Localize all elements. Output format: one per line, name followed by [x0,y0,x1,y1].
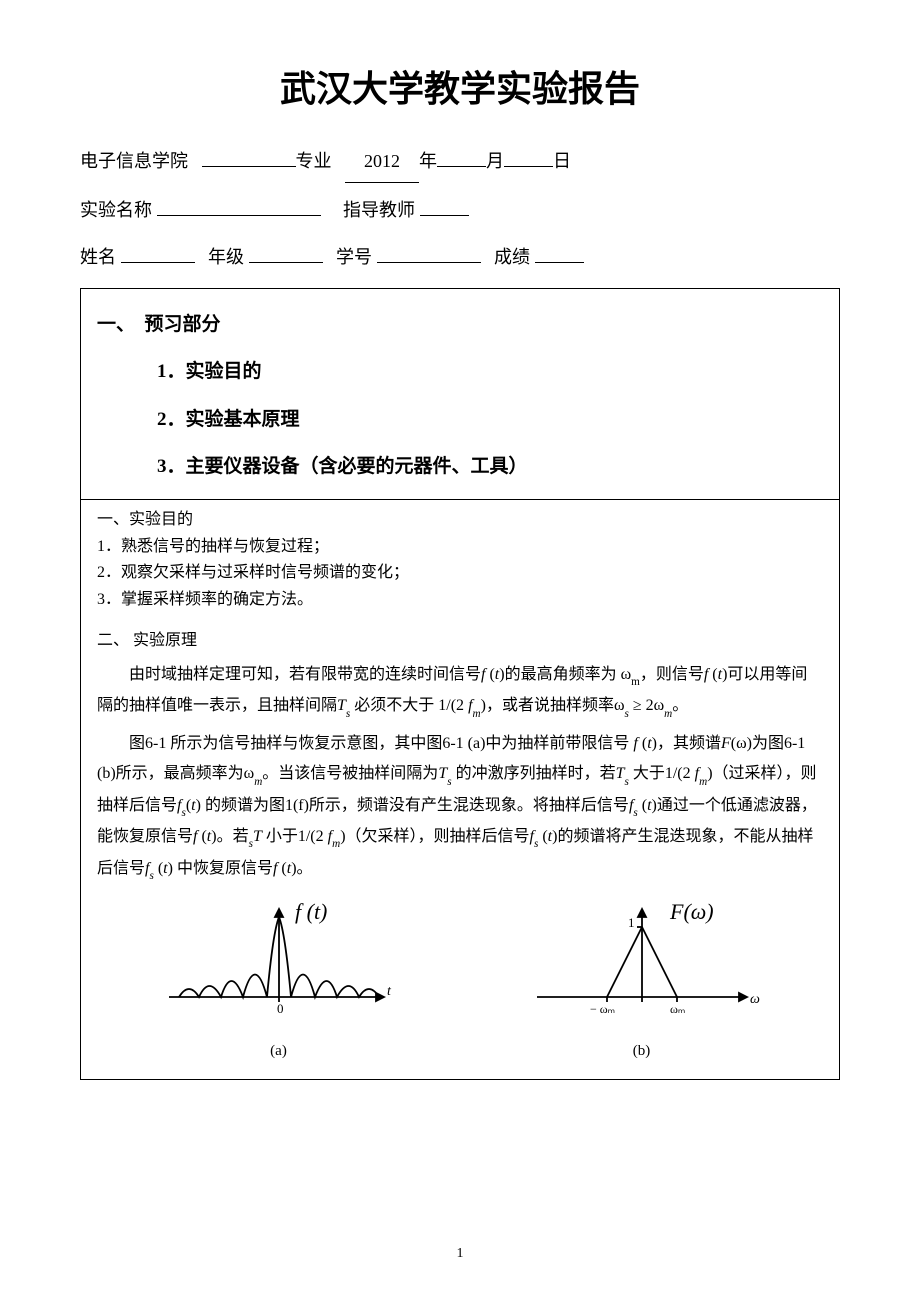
year-label: 年 [419,151,437,171]
sec1-heading: 一、 预习部分 [97,301,823,349]
doc-title: 武汉大学教学实验报告 [80,60,840,112]
figure-b-svg: F(ω) 1 ω − ωₘ ωₘ [522,897,762,1027]
header-line-1: 电子信息学院 专业 2012年 月 日 [80,142,840,183]
fig-a-caption: (a) [159,1040,399,1063]
fig-b-one: 1 [628,915,635,930]
figures-row: f (t) t 0 (a) [97,897,823,1063]
major-blank [202,166,296,167]
principle-p2: 图6-1 所示为信号抽样与恢复示意图，其中图6-1 (a)中为抽样前带限信号 f… [97,729,823,885]
sec1-item3: 3．主要仪器设备（含必要的元器件、工具） [97,443,823,491]
grade-blank [249,262,323,263]
content-box: 一、 预习部分 1．实验目的 2．实验基本原理 3．主要仪器设备（含必要的元器件… [80,288,840,1080]
instructor-label: 指导教师 [343,200,415,220]
instructor-blank [420,215,469,216]
purpose-heading: 一、实验目的 [97,508,823,533]
score-blank [535,262,584,263]
day-blank [504,166,553,167]
fig-a-ft-label: f (t) [295,899,327,924]
purpose-1: 1．熟悉信号的抽样与恢复过程； [97,535,823,560]
principle-p1: 由时域抽样定理可知，若有限带宽的连续时间信号f (t)的最高角频率为 ωm，则信… [97,660,823,723]
fig-b-neg-wm: − ωₘ [590,1002,615,1016]
figure-a: f (t) t 0 (a) [159,897,399,1063]
divider [81,499,839,500]
exp-name-label: 实验名称 [80,200,152,220]
fig-b-caption: (b) [522,1040,762,1063]
purpose-3: 3．掌握采样频率的确定方法。 [97,588,823,613]
body-text: 一、实验目的 1．熟悉信号的抽样与恢复过程； 2．观察欠采样与过采样时信号频谱的… [97,508,823,1063]
college-text: 电子信息学院 [80,151,188,171]
name-blank [121,262,195,263]
sec1-item1: 1．实验目的 [97,348,823,396]
score-label: 成绩 [494,247,530,267]
name-label: 姓名 [80,247,116,267]
page: 武汉大学教学实验报告 电子信息学院 专业 2012年 月 日 实验名称 指导教师 姓… [0,0,920,1302]
exp-name-blank [157,215,321,216]
header-line-2: 实验名称 指导教师 [80,191,840,231]
fig-b-w-label: ω [750,992,760,1007]
fig-a-t-label: t [387,984,392,999]
page-number: 1 [0,1246,920,1262]
sec1-title: 预习部分 [145,314,221,335]
purpose-2: 2．观察欠采样与过采样时信号频谱的变化； [97,561,823,586]
sec1-item2: 2．实验基本原理 [97,396,823,444]
fig-b-pos-wm: ωₘ [670,1002,685,1016]
figure-b: F(ω) 1 ω − ωₘ ωₘ (b) [522,897,762,1063]
grade-label: 年级 [208,247,244,267]
fig-b-Fw-label: F(ω) [669,899,714,924]
month-label: 月 [486,151,504,171]
sec1-num: 一、 [97,314,135,335]
principle-heading: 二、 实验原理 [97,629,823,654]
month-blank [437,166,486,167]
day-label: 日 [553,151,571,171]
id-blank [377,262,481,263]
figure-a-svg: f (t) t 0 [159,897,399,1027]
id-label: 学号 [336,247,372,267]
major-label: 专业 [296,151,332,171]
header-line-3: 姓名 年级 学号 成绩 [80,238,840,278]
fig-a-zero: 0 [277,1001,284,1016]
year-blank: 2012 [345,142,419,183]
